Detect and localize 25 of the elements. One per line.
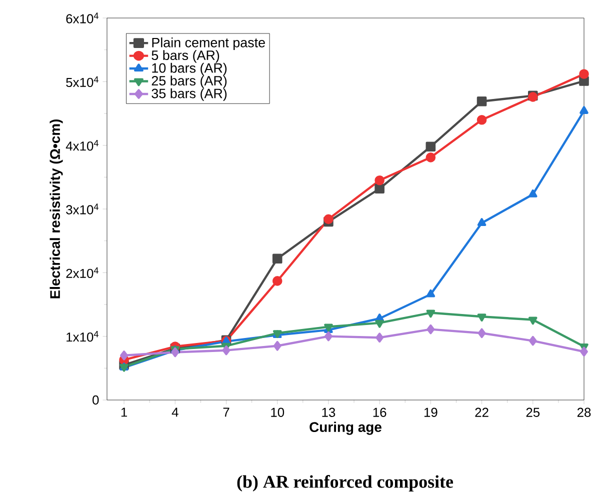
x-tick-label: 28 [577, 408, 591, 417]
y-tick-label: 2x10$^{4}$ [66, 267, 98, 278]
x-tick-label: 10 [271, 408, 284, 417]
y-tick-label: 5x10$^{4}$ [66, 76, 98, 88]
x-axis-title: Curing age [310, 422, 382, 435]
y-axis-title: Electrical resistivity (Ω•cm) [50, 120, 63, 298]
x-tick-label: 25 [526, 408, 540, 417]
y-tick-label: 0 [92, 395, 99, 405]
x-tick-label: 4 [172, 408, 178, 417]
legend-label: Plain cement paste [152, 37, 265, 50]
x-tick-label: 22 [475, 408, 488, 417]
y-tick-label: 6x10$^{4}$ [66, 12, 98, 24]
text: (b) AR reinforced composite [237, 475, 454, 492]
y-tick-label: 4x10$^{4}$ [66, 140, 98, 151]
x-tick-label: 7 [223, 408, 230, 417]
legend-label: 5 bars (AR) [152, 50, 220, 63]
y-tick-label: 3x10$^{4}$ [66, 204, 98, 214]
x-tick-label: 19 [424, 408, 438, 417]
y-tick-label: 1x10$^{4}$ [66, 330, 98, 342]
x-tick-label: 16 [373, 408, 386, 417]
legend-label: 25 bars (AR) [152, 76, 227, 88]
legend-label: 10 bars (AR) [152, 62, 227, 76]
x-tick-label: 13 [322, 408, 336, 417]
x-tick-label: 1 [121, 408, 128, 417]
legend-label: 35 bars (AR) [152, 88, 227, 101]
